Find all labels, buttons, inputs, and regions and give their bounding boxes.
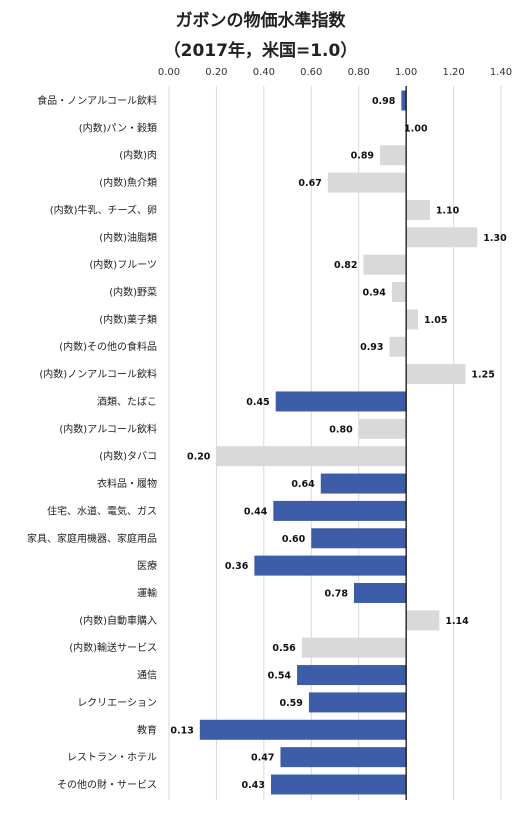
bar [380, 145, 407, 166]
category-label: (内数)その他の食料品 [59, 340, 157, 353]
data-label: 0.56 [272, 643, 296, 654]
category-label: (内数)牛乳、チーズ、卵 [50, 203, 157, 216]
x-tick-label: 0.00 [158, 67, 180, 78]
data-label: 0.94 [362, 288, 386, 299]
category-label: 運輸 [137, 586, 157, 599]
category-label: (内数)油脂類 [99, 231, 157, 244]
category-label: (内数)魚介類 [99, 176, 157, 189]
bar [389, 336, 407, 357]
data-label: 0.78 [325, 588, 349, 599]
bar [297, 665, 407, 686]
bar [406, 309, 418, 330]
bar [199, 719, 407, 740]
bar [311, 528, 407, 549]
category-label: 家具、家庭用機器、家庭用品 [27, 532, 157, 545]
data-label: 0.60 [282, 534, 306, 545]
bar [275, 391, 407, 412]
data-label: 0.98 [372, 96, 396, 107]
category-label: (内数)パン・穀類 [79, 121, 157, 134]
category-label: その他の財・サービス [57, 778, 157, 791]
category-label: (内数)輸送サービス [69, 641, 157, 654]
x-tick-label: 1.00 [395, 67, 417, 78]
bar [363, 254, 407, 275]
data-label: 0.20 [187, 452, 211, 463]
bar [254, 555, 407, 576]
x-tick-label: 1.20 [442, 67, 464, 78]
data-label: 1.10 [436, 205, 460, 216]
category-label: レクリエーション [77, 697, 157, 709]
data-label: 0.64 [291, 479, 315, 490]
data-label: 0.82 [334, 260, 357, 271]
chart-title: ガボンの物価水準指数 [175, 11, 346, 31]
bar [301, 637, 407, 658]
bar [280, 747, 407, 768]
data-label: 0.36 [225, 561, 249, 572]
data-label: 1.25 [471, 370, 494, 381]
category-label: (内数)肉 [119, 149, 157, 162]
category-label: 医療 [137, 559, 157, 572]
bar [358, 418, 407, 439]
chart-subtitle: （2017年，米国=1.0） [163, 41, 358, 61]
category-label: 住宅、水道、電気、ガス [47, 504, 157, 517]
category-label: (内数)フルーツ [89, 258, 157, 271]
category-label: 酒類、たばこ [97, 396, 157, 408]
bar [273, 500, 407, 521]
category-label: レストラン・ホテル [67, 752, 157, 764]
x-tick-label: 0.60 [300, 67, 322, 78]
bar [406, 364, 466, 385]
bar [353, 582, 407, 603]
data-label: 0.80 [329, 424, 353, 435]
bar [327, 172, 407, 193]
category-label: 教育 [137, 723, 157, 736]
category-label: (内数)自動車購入 [79, 614, 157, 627]
category-label: (内数)タバコ [99, 450, 157, 463]
data-label: 0.59 [279, 698, 302, 709]
data-label: 1.14 [445, 616, 469, 627]
data-label: 0.13 [170, 725, 193, 736]
data-label: 0.44 [244, 506, 268, 517]
x-tick-label: 1.40 [490, 67, 512, 78]
x-tick-label: 0.40 [253, 67, 275, 78]
data-label: 1.00 [404, 123, 428, 134]
bar [216, 446, 407, 467]
data-label: 0.89 [351, 151, 374, 162]
data-label: 0.93 [360, 342, 383, 353]
category-label: (内数)菓子類 [99, 313, 157, 326]
category-label: (内数)ノンアルコール飲料 [39, 368, 157, 381]
data-label: 1.05 [424, 315, 447, 326]
data-label: 0.47 [251, 753, 274, 764]
data-label: 1.30 [483, 233, 507, 244]
data-label: 0.43 [242, 780, 265, 791]
bar [270, 774, 407, 795]
x-tick-label: 0.80 [348, 67, 370, 78]
bar [320, 473, 407, 494]
category-label: (内数)アルコール飲料 [59, 422, 157, 435]
x-tick-label: 0.20 [205, 67, 227, 78]
bar [401, 90, 407, 111]
bar [391, 282, 407, 303]
category-label: 衣料品・履物 [97, 477, 157, 490]
bar [406, 610, 440, 631]
data-label: 0.67 [298, 178, 321, 189]
bar [406, 199, 430, 220]
category-label: 通信 [137, 670, 157, 682]
bar [406, 227, 478, 248]
data-label: 0.45 [246, 397, 269, 408]
data-label: 0.54 [268, 671, 292, 682]
category-label: 食品・ノンアルコール飲料 [37, 94, 157, 107]
category-label: (内数)野菜 [109, 286, 157, 299]
bar [308, 692, 407, 713]
